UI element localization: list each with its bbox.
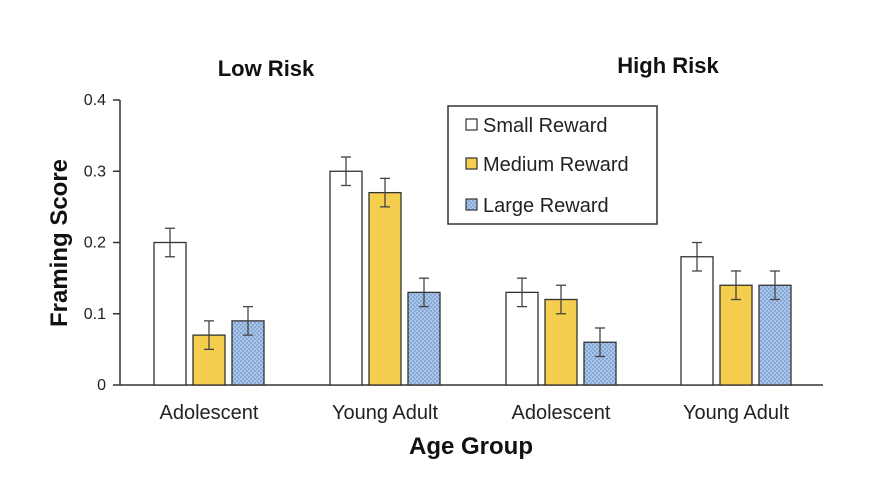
category-labels: Adolescent Young Adult Adolescent Young Adu… (160, 402, 790, 424)
legend-swatch-small-reward (465, 118, 478, 131)
category-label: Adolescent (160, 402, 259, 424)
y-tick-label: 0.1 (84, 306, 106, 323)
legend-label-medium-reward: Medium Reward (483, 154, 629, 176)
category-label: Young Adult (683, 402, 789, 424)
legend-box (447, 105, 658, 225)
legend-swatch-medium-reward (465, 157, 478, 170)
y-axis-title: Framing Score (46, 159, 73, 327)
bar-small-reward (153, 241, 187, 386)
bar-large-reward (407, 291, 441, 386)
panel-title-low-risk: Low Risk (218, 56, 315, 81)
legend-swatch-large-reward (465, 198, 478, 211)
bar-medium-reward (719, 284, 753, 386)
panel-title-high-risk: High Risk (617, 53, 719, 78)
bar-small-reward (680, 256, 714, 386)
legend-label-small-reward: Small Reward (483, 115, 607, 137)
bar-small-reward (505, 291, 539, 386)
category-label: Young Adult (332, 402, 438, 424)
y-tick-label: 0.4 (84, 92, 106, 109)
bar-large-reward (758, 284, 792, 386)
y-tick-label: 0 (97, 377, 106, 394)
legend-label-large-reward: Large Reward (483, 195, 609, 217)
bar-small-reward (329, 170, 363, 386)
bar-medium-reward (368, 191, 402, 386)
bars (153, 156, 792, 386)
y-tick-label: 0.2 (84, 235, 106, 252)
y-ticks: 0 0.1 0.2 0.3 0.4 (84, 92, 120, 394)
y-tick-label: 0.3 (84, 163, 106, 180)
legend: Small Reward Medium Reward Large Reward (447, 105, 658, 225)
category-label: Adolescent (512, 402, 611, 424)
x-axis-title: Age Group (409, 433, 533, 460)
